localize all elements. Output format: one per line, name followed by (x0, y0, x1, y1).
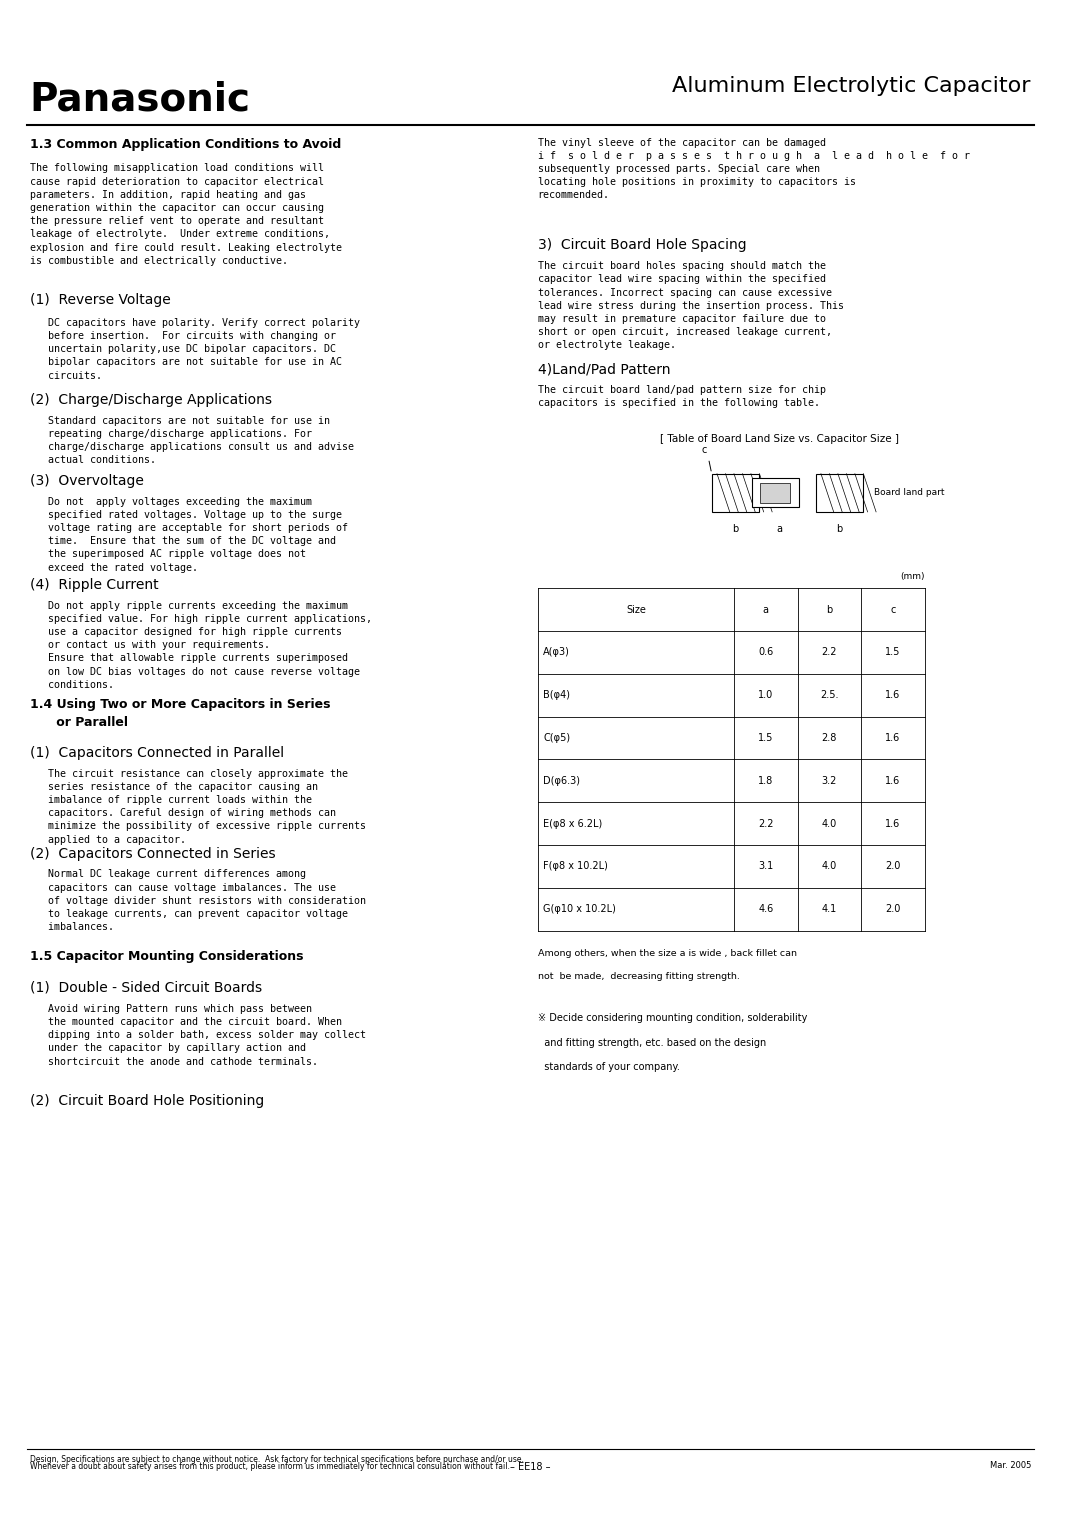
Text: Avoid wiring Pattern runs which pass between
   the mounted capacitor and the ci: Avoid wiring Pattern runs which pass bet… (29, 1004, 366, 1067)
Text: 1.5: 1.5 (886, 648, 901, 657)
Text: 3.1: 3.1 (758, 862, 773, 871)
Text: A(φ3): A(φ3) (543, 648, 570, 657)
Text: D(φ6.3): D(φ6.3) (543, 776, 580, 785)
Text: The following misapplication load conditions will
cause rapid deterioration to c: The following misapplication load condit… (29, 163, 341, 266)
Text: 2.2: 2.2 (758, 819, 773, 828)
Bar (752, 478, 799, 507)
Text: Design, Specifications are subject to change without notice.  Ask factory for te: Design, Specifications are subject to ch… (29, 1455, 524, 1464)
Text: F(φ8 x 10.2L): F(φ8 x 10.2L) (543, 862, 608, 871)
Text: 1.6: 1.6 (886, 819, 901, 828)
Text: 1.5: 1.5 (758, 733, 773, 743)
Text: a: a (762, 605, 769, 614)
Text: 2.5.: 2.5. (820, 691, 839, 700)
Bar (712, 474, 759, 512)
Text: Whenever a doubt about safety arises from this product, please inform us immedia: Whenever a doubt about safety arises fro… (29, 1462, 510, 1471)
Text: 4.0: 4.0 (822, 862, 837, 871)
Text: (4)  Ripple Current: (4) Ripple Current (29, 578, 159, 591)
Text: b: b (732, 524, 739, 535)
Text: The circuit resistance can closely approximate the
   series resistance of the c: The circuit resistance can closely appro… (29, 769, 366, 845)
Text: Standard capacitors are not suitable for use in
   repeating charge/discharge ap: Standard capacitors are not suitable for… (29, 416, 353, 465)
Text: 1.5 Capacitor Mounting Considerations: 1.5 Capacitor Mounting Considerations (29, 950, 303, 964)
Text: – EE18 –: – EE18 – (510, 1462, 551, 1473)
Text: (1)  Reverse Voltage: (1) Reverse Voltage (29, 293, 171, 307)
Text: Mar. 2005: Mar. 2005 (989, 1461, 1031, 1470)
Text: 4.6: 4.6 (758, 905, 773, 914)
Text: (2)  Capacitors Connected in Series: (2) Capacitors Connected in Series (29, 847, 275, 860)
Text: 3.2: 3.2 (822, 776, 837, 785)
Text: b: b (826, 605, 833, 614)
Text: 1.4 Using Two or More Capacitors in Series
      or Parallel: 1.4 Using Two or More Capacitors in Seri… (29, 698, 330, 729)
Text: The vinyl sleeve of the capacitor can be damaged
i f  s o l d e r  p a s s e s  : The vinyl sleeve of the capacitor can be… (538, 138, 970, 200)
Text: 0.6: 0.6 (758, 648, 773, 657)
Text: ※ Decide considering mounting condition, solderability: ※ Decide considering mounting condition,… (538, 1013, 807, 1024)
Text: (2)  Circuit Board Hole Positioning: (2) Circuit Board Hole Positioning (29, 1094, 264, 1108)
Text: 2.0: 2.0 (886, 905, 901, 914)
Text: standards of your company.: standards of your company. (538, 1062, 679, 1073)
Text: C(φ5): C(φ5) (543, 733, 570, 743)
Text: Board land part: Board land part (874, 489, 945, 497)
Text: B(φ4): B(φ4) (543, 691, 570, 700)
Text: Do not  apply voltages exceeding the maximum
   specified rated voltages. Voltag: Do not apply voltages exceeding the maxi… (29, 497, 348, 573)
Text: 1.6: 1.6 (886, 776, 901, 785)
Text: 4.1: 4.1 (822, 905, 837, 914)
Text: (1)  Double - Sided Circuit Boards: (1) Double - Sided Circuit Boards (29, 981, 261, 995)
Text: (3)  Overvoltage: (3) Overvoltage (29, 474, 144, 487)
Text: c: c (701, 445, 706, 455)
Text: 1.0: 1.0 (758, 691, 773, 700)
Text: Size: Size (626, 605, 646, 614)
Text: 1.8: 1.8 (758, 776, 773, 785)
Text: 4)Land/Pad Pattern: 4)Land/Pad Pattern (538, 362, 671, 376)
Text: Panasonic: Panasonic (29, 81, 251, 119)
Text: Among others, when the size a is wide , back fillet can: Among others, when the size a is wide , … (538, 949, 797, 958)
Text: c: c (890, 605, 895, 614)
Text: 2.2: 2.2 (822, 648, 837, 657)
Text: (2)  Charge/Discharge Applications: (2) Charge/Discharge Applications (29, 393, 272, 406)
Text: DC capacitors have polarity. Verify correct polarity
   before insertion.  For c: DC capacitors have polarity. Verify corr… (29, 318, 360, 380)
Text: 4.0: 4.0 (822, 819, 837, 828)
Text: Do not apply ripple currents exceeding the maximum
   specified value. For high : Do not apply ripple currents exceeding t… (29, 601, 372, 689)
Text: E(φ8 x 6.2L): E(φ8 x 6.2L) (543, 819, 603, 828)
Text: Aluminum Electrolytic Capacitor: Aluminum Electrolytic Capacitor (673, 76, 1031, 96)
Text: (mm): (mm) (901, 571, 924, 581)
Text: [ Table of Board Land Size vs. Capacitor Size ]: [ Table of Board Land Size vs. Capacitor… (660, 434, 899, 445)
Text: 1.6: 1.6 (886, 691, 901, 700)
Text: The circuit board land/pad pattern size for chip
capacitors is specified in the : The circuit board land/pad pattern size … (538, 385, 826, 408)
Text: b: b (836, 524, 842, 535)
Text: 1.6: 1.6 (886, 733, 901, 743)
Text: 3)  Circuit Board Hole Spacing: 3) Circuit Board Hole Spacing (538, 238, 746, 252)
Text: (1)  Capacitors Connected in Parallel: (1) Capacitors Connected in Parallel (29, 746, 284, 759)
Text: G(φ10 x 10.2L): G(φ10 x 10.2L) (543, 905, 616, 914)
Text: not  be made,  decreasing fitting strength.: not be made, decreasing fitting strength… (538, 972, 740, 981)
Bar (815, 474, 863, 512)
Text: The circuit board holes spacing should match the
capacitor lead wire spacing wit: The circuit board holes spacing should m… (538, 261, 843, 350)
Text: Normal DC leakage current differences among
   capacitors can cause voltage imba: Normal DC leakage current differences am… (29, 869, 366, 932)
Text: a: a (777, 524, 783, 535)
Bar (760, 483, 791, 503)
Text: 2.0: 2.0 (886, 862, 901, 871)
Text: 2.8: 2.8 (822, 733, 837, 743)
Text: 1.3 Common Application Conditions to Avoid: 1.3 Common Application Conditions to Avo… (29, 138, 341, 151)
Text: and fitting strength, etc. based on the design: and fitting strength, etc. based on the … (538, 1038, 766, 1048)
